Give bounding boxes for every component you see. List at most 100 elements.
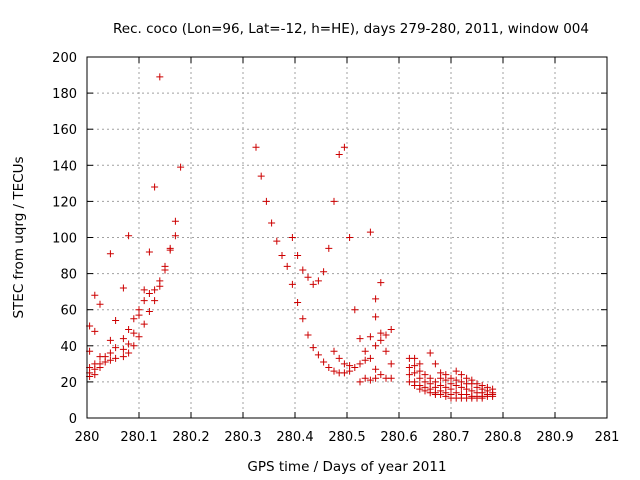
y-tick-label: 140 <box>52 159 77 174</box>
data-point <box>457 383 465 391</box>
data-point <box>372 365 380 373</box>
y-tick-label: 200 <box>52 51 77 66</box>
data-point <box>452 367 460 375</box>
data-point <box>119 284 127 292</box>
data-point <box>106 250 114 258</box>
data-point <box>405 363 413 371</box>
data-point <box>335 354 343 362</box>
data-point <box>335 150 343 158</box>
data-point <box>156 282 164 290</box>
x-tick-label: 280.3 <box>224 430 261 445</box>
data-point <box>106 356 114 364</box>
y-tick-label: 40 <box>60 340 77 355</box>
x-tick-label: 280.1 <box>120 430 157 445</box>
data-point <box>299 266 307 274</box>
data-point <box>119 335 127 343</box>
data-point <box>387 360 395 368</box>
x-tick-label: 280.9 <box>536 430 573 445</box>
data-point <box>366 376 374 384</box>
data-point <box>372 295 380 303</box>
data-point <box>340 143 348 151</box>
data-point <box>151 286 159 294</box>
y-axis-label: STEC from uqrg / TECUs <box>11 156 27 318</box>
data-point <box>130 315 138 323</box>
x-tick-label: 280.5 <box>328 430 365 445</box>
data-point <box>351 306 359 314</box>
data-point <box>372 374 380 382</box>
data-point <box>101 358 109 366</box>
data-point <box>257 172 265 180</box>
data-point <box>431 360 439 368</box>
data-point <box>171 232 179 240</box>
data-point <box>411 362 419 370</box>
data-point <box>437 391 445 399</box>
data-point <box>489 392 497 400</box>
data-point <box>356 378 364 386</box>
data-point <box>372 342 380 350</box>
data-point <box>361 347 369 355</box>
data-point <box>416 374 424 382</box>
data-point <box>135 311 143 319</box>
data-point <box>457 371 465 379</box>
data-point <box>262 197 270 205</box>
x-tick-label: 280.2 <box>172 430 209 445</box>
data-point <box>283 262 291 270</box>
data-point <box>96 300 104 308</box>
data-point <box>119 353 127 361</box>
x-tick-label: 280 <box>75 430 100 445</box>
data-point <box>278 252 286 260</box>
data-point <box>405 371 413 379</box>
data-point <box>151 183 159 191</box>
data-point <box>340 360 348 368</box>
data-point <box>161 266 169 274</box>
data-point <box>288 280 296 288</box>
data-point <box>106 336 114 344</box>
data-point <box>273 237 281 245</box>
data-point <box>437 374 445 382</box>
axis-ticks: 280 280.1 280.2 280.3 280.4 280.5 280.6 280.7 28… <box>52 51 619 445</box>
data-point <box>452 382 460 390</box>
data-point <box>382 347 390 355</box>
data-point <box>387 326 395 334</box>
data-point <box>140 320 148 328</box>
data-point <box>330 347 338 355</box>
data-point <box>366 228 374 236</box>
x-tick-label: 280.6 <box>380 430 417 445</box>
data-point <box>309 280 317 288</box>
y-tick-label: 20 <box>60 376 77 391</box>
data-point <box>361 374 369 382</box>
data-point <box>156 73 164 81</box>
data-point <box>309 344 317 352</box>
data-point <box>372 313 380 321</box>
x-axis-label: GPS time / Days of year 2011 <box>247 459 446 475</box>
data-point <box>299 315 307 323</box>
data-point <box>421 371 429 379</box>
data-point <box>411 369 419 377</box>
data-point <box>294 252 302 260</box>
data-point <box>125 232 133 240</box>
y-tick-label: 80 <box>60 268 77 283</box>
data-point <box>421 387 429 395</box>
data-point <box>112 354 120 362</box>
data-point <box>346 367 354 375</box>
data-point <box>294 298 302 306</box>
data-point <box>442 376 450 384</box>
data-point <box>325 363 333 371</box>
data-point <box>377 329 385 337</box>
x-tick-label: 280.8 <box>484 430 521 445</box>
y-tick-label: 60 <box>60 304 77 319</box>
data-point <box>140 286 148 294</box>
grid <box>87 57 607 418</box>
data-point <box>145 248 153 256</box>
data-point <box>145 308 153 316</box>
data-point <box>314 277 322 285</box>
data-point <box>112 317 120 325</box>
data-point <box>330 197 338 205</box>
data-point <box>145 289 153 297</box>
data-point <box>366 354 374 362</box>
data-point <box>171 217 179 225</box>
y-tick-label: 100 <box>52 232 77 247</box>
x-tick-label: 280.4 <box>276 430 313 445</box>
data-point <box>361 356 369 364</box>
data-point <box>288 234 296 241</box>
